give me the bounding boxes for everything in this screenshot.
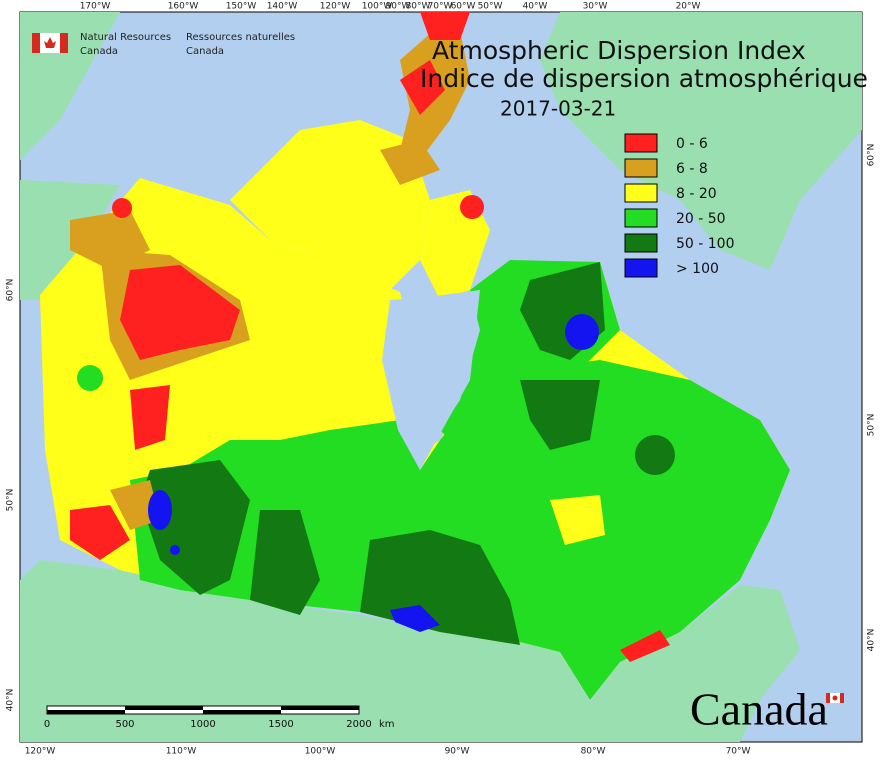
agency-name: Ressources naturelles xyxy=(186,32,295,43)
longitude-label: 150°W xyxy=(226,2,257,12)
wordmark: Canada xyxy=(690,684,828,735)
longitude-label: 80°W xyxy=(406,2,431,12)
longitude-label: 100°W xyxy=(305,747,336,757)
longitude-label: 50°W xyxy=(478,2,503,12)
longitude-label: 70°W xyxy=(726,747,751,757)
longitude-label: 120°W xyxy=(25,747,56,757)
longitude-label: 70°W xyxy=(428,2,453,12)
longitude-label: 60°W xyxy=(451,2,476,12)
longitude-label: 120°W xyxy=(320,2,351,12)
longitude-label: 20°W xyxy=(676,2,701,12)
scale-unit: km xyxy=(379,719,395,730)
agency-name: Canada xyxy=(186,46,224,57)
longitude-label: 80°W xyxy=(581,747,606,757)
legend-swatch xyxy=(624,233,658,253)
latitude-label: 40°N xyxy=(6,689,16,712)
title-en: Atmospheric Dispersion Index xyxy=(432,36,806,65)
scale-label: 1500 xyxy=(268,719,293,730)
longitude-label: 170°W xyxy=(80,2,111,12)
longitude-label: 160°W xyxy=(168,2,199,12)
longitude-label: 110°W xyxy=(166,747,197,757)
legend-label: 6 - 8 xyxy=(676,161,708,177)
longitude-label: 90°W xyxy=(386,2,411,12)
scale-label: 0 xyxy=(44,719,50,730)
legend-label: 20 - 50 xyxy=(676,211,726,227)
canada-index xyxy=(40,12,790,700)
legend-swatch xyxy=(624,208,658,228)
header-logo xyxy=(32,33,68,53)
latitude-label: 60°N xyxy=(6,279,16,302)
legend-label: 50 - 100 xyxy=(676,236,735,252)
scale-label: 2000 xyxy=(346,719,371,730)
longitude-label: 40°W xyxy=(523,2,548,12)
legend-swatch xyxy=(624,158,658,178)
latitude-label: 40°N xyxy=(867,629,877,652)
legend-swatch xyxy=(624,183,658,203)
latitude-label: 60°N xyxy=(867,144,877,167)
legend-label: 8 - 20 xyxy=(676,186,717,202)
longitude-label: 30°W xyxy=(583,2,608,12)
title-date: 2017-03-21 xyxy=(500,97,616,121)
scale-bar xyxy=(46,705,360,715)
scale-label: 1000 xyxy=(190,719,215,730)
agency-name: Natural Resources xyxy=(80,32,171,43)
longitude-label: 100°W xyxy=(362,2,393,12)
latitude-label: 50°N xyxy=(6,489,16,512)
legend-swatch xyxy=(624,258,658,278)
wordmark-flag xyxy=(826,693,844,703)
longitude-label: 90°W xyxy=(445,747,470,757)
title-fr: Indice de dispersion atmosphérique xyxy=(420,64,868,93)
agency-name: Canada xyxy=(80,46,118,57)
legend-label: > 100 xyxy=(676,261,719,277)
scale-label: 500 xyxy=(115,719,134,730)
longitude-label: 140°W xyxy=(267,2,298,12)
latitude-label: 50°N xyxy=(867,414,877,437)
legend-label: 0 - 6 xyxy=(676,136,708,152)
legend-swatch xyxy=(624,133,658,153)
